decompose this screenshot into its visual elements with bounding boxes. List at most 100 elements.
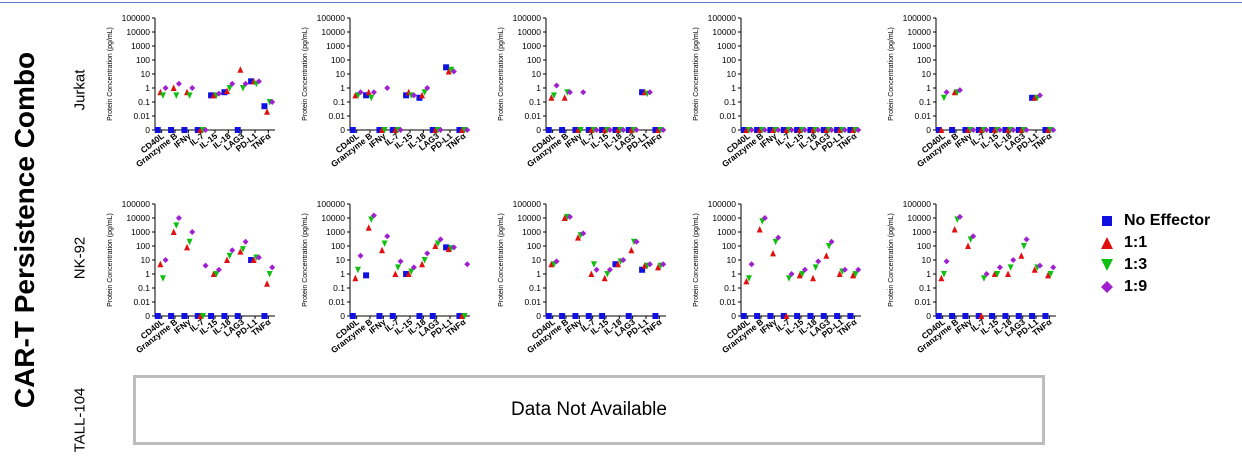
y-axis-label: Protein Concentration (pg/mL) bbox=[302, 213, 309, 307]
y-tick-label: 1000 bbox=[131, 41, 150, 51]
data-point bbox=[261, 313, 268, 319]
data-point bbox=[381, 127, 388, 134]
data-point bbox=[208, 313, 215, 319]
data-point bbox=[949, 313, 956, 319]
legend: No Effector 1:1 1:3 1:9 bbox=[1100, 210, 1210, 298]
data-point bbox=[951, 88, 958, 96]
data-point bbox=[173, 222, 180, 229]
data-point bbox=[625, 127, 632, 133]
data-point bbox=[456, 127, 463, 133]
y-tick-label: 1000 bbox=[717, 41, 736, 51]
panel-nk-92-5: 100000 10000 1000 100 10 1 0.1 0.01 0 Protein Con… bbox=[888, 199, 1057, 355]
y-tick-label: 1 bbox=[536, 269, 541, 279]
data-point bbox=[226, 85, 233, 92]
y-tick-label: 0.01 bbox=[914, 297, 931, 307]
data-point bbox=[599, 313, 606, 319]
data-point bbox=[615, 260, 622, 268]
data-point bbox=[1010, 127, 1017, 133]
y-tick-label: 0 bbox=[340, 125, 345, 135]
data-point bbox=[788, 271, 795, 277]
data-point bbox=[1031, 94, 1038, 101]
data-point bbox=[1002, 313, 1009, 319]
y-tick-label: 10 bbox=[922, 69, 932, 79]
data-point bbox=[157, 260, 164, 268]
data-point bbox=[580, 230, 587, 237]
data-point bbox=[938, 274, 945, 282]
data-point bbox=[740, 313, 747, 319]
data-point bbox=[363, 92, 370, 99]
data-point bbox=[1036, 262, 1043, 269]
data-point bbox=[376, 127, 383, 133]
data-point bbox=[847, 127, 854, 133]
data-point bbox=[855, 266, 862, 273]
y-tick-label: 0.1 bbox=[138, 283, 150, 293]
data-point bbox=[215, 266, 222, 273]
y-tick-label: 100000 bbox=[513, 13, 542, 23]
data-point bbox=[384, 233, 391, 240]
data-point bbox=[965, 242, 972, 249]
data-point bbox=[794, 127, 801, 133]
y-tick-label: 100 bbox=[527, 241, 541, 251]
data-point bbox=[248, 78, 255, 85]
data-point bbox=[392, 126, 399, 133]
y-tick-label: 1000 bbox=[522, 227, 541, 237]
y-tick-label: 1000 bbox=[522, 41, 541, 51]
y-tick-label: 0 bbox=[926, 311, 931, 321]
y-tick-label: 10000 bbox=[126, 213, 150, 223]
data-point bbox=[820, 127, 827, 133]
data-point bbox=[938, 126, 945, 133]
square-marker-icon bbox=[1102, 216, 1112, 226]
data-point bbox=[416, 313, 423, 319]
panel-jurkat-2: 100000 10000 1000 100 10 1 0.1 0.01 0 Protein Con… bbox=[302, 13, 471, 169]
data-point bbox=[445, 245, 452, 253]
y-tick-label: 0.1 bbox=[919, 97, 931, 107]
data-point bbox=[745, 275, 752, 282]
data-point bbox=[836, 126, 843, 133]
data-point bbox=[975, 127, 982, 133]
data-point bbox=[1047, 271, 1054, 278]
data-point bbox=[445, 68, 452, 75]
y-tick-label: 1 bbox=[340, 83, 345, 93]
data-point bbox=[410, 92, 417, 99]
data-point bbox=[810, 126, 817, 133]
data-point bbox=[1015, 127, 1022, 133]
data-point bbox=[394, 264, 401, 271]
data-point bbox=[783, 126, 790, 133]
data-point bbox=[646, 89, 653, 96]
data-point bbox=[772, 238, 779, 246]
y-tick-label: 100 bbox=[527, 55, 541, 65]
y-tick-label: 0.01 bbox=[719, 297, 736, 307]
y-tick-label: 10000 bbox=[321, 213, 345, 223]
data-point bbox=[250, 256, 257, 263]
data-point bbox=[553, 82, 560, 89]
data-point bbox=[432, 126, 439, 133]
data-point bbox=[978, 312, 985, 319]
panel-jurkat-5: 100000 10000 1000 100 10 1 0.1 0.01 0 Protein Con… bbox=[888, 13, 1057, 169]
data-point bbox=[459, 126, 466, 133]
data-point bbox=[545, 127, 552, 133]
data-point bbox=[575, 126, 582, 133]
data-point bbox=[601, 126, 608, 133]
y-tick-label: 0 bbox=[536, 125, 541, 135]
data-point bbox=[1050, 127, 1057, 133]
data-point bbox=[754, 127, 761, 133]
data-point bbox=[620, 257, 627, 263]
data-point bbox=[1031, 266, 1038, 273]
data-point bbox=[545, 313, 552, 319]
data-point bbox=[224, 256, 231, 263]
y-tick-label: 10000 bbox=[712, 213, 736, 223]
data-point bbox=[548, 260, 555, 268]
y-tick-label: 100000 bbox=[903, 13, 932, 23]
y-axis-label: Protein Concentration (pg/mL) bbox=[693, 213, 700, 307]
data-point bbox=[585, 313, 592, 319]
data-point bbox=[234, 313, 241, 319]
panel-nk-92-3: 100000 10000 1000 100 10 1 0.1 0.01 0 Protein Con… bbox=[498, 199, 667, 355]
data-point bbox=[743, 126, 750, 133]
data-point bbox=[162, 257, 169, 263]
y-axis-label: Protein Concentration (pg/mL) bbox=[107, 27, 114, 121]
data-point bbox=[1045, 126, 1052, 133]
data-point bbox=[761, 215, 768, 221]
data-point bbox=[419, 91, 426, 99]
data-point bbox=[159, 92, 166, 99]
